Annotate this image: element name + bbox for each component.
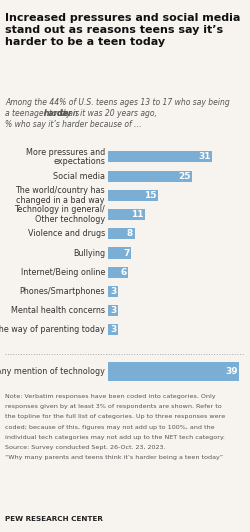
Text: 11: 11: [131, 210, 143, 219]
Text: than it was 20 years ago,: than it was 20 years ago,: [58, 109, 156, 118]
Text: Internet/Being online: Internet/Being online: [20, 268, 105, 277]
Text: 7: 7: [124, 248, 130, 257]
Bar: [108, 305, 118, 316]
Text: a teenager today is: a teenager today is: [5, 109, 82, 118]
Bar: [108, 247, 131, 259]
Text: harder: harder: [44, 109, 72, 118]
Text: 3: 3: [110, 306, 116, 315]
Text: “Why many parents and teens think it’s harder being a teen today”: “Why many parents and teens think it’s h…: [5, 455, 223, 460]
Text: Technology in general/
Other technology: Technology in general/ Other technology: [14, 205, 105, 224]
Bar: [108, 209, 144, 220]
Text: % who say it’s harder because of …: % who say it’s harder because of …: [5, 120, 141, 129]
Bar: [108, 267, 128, 278]
Bar: [108, 286, 118, 297]
Text: 39: 39: [225, 368, 238, 376]
Bar: [108, 362, 239, 381]
Text: Mental health concerns: Mental health concerns: [11, 306, 105, 315]
Text: 3: 3: [110, 287, 116, 296]
Text: The way of parenting today: The way of parenting today: [0, 326, 105, 335]
Text: the topline for the full list of categories. Up to three responses were: the topline for the full list of categor…: [5, 414, 225, 419]
Text: More pressures and
expectations: More pressures and expectations: [26, 147, 105, 166]
Text: 3: 3: [110, 326, 116, 335]
Text: Among the 44% of U.S. teens ages 13 to 17 who say being: Among the 44% of U.S. teens ages 13 to 1…: [5, 98, 230, 107]
Text: 31: 31: [198, 152, 211, 161]
Bar: [108, 171, 192, 181]
Text: Increased pressures and social media
stand out as reasons teens say it’s
harder : Increased pressures and social media sta…: [5, 13, 240, 47]
Text: 25: 25: [178, 172, 190, 180]
Text: individual tech categories may not add up to the NET tech category.: individual tech categories may not add u…: [5, 435, 225, 439]
Bar: [108, 190, 158, 201]
Bar: [108, 151, 212, 162]
Text: responses given by at least 3% of respondents are shown. Refer to: responses given by at least 3% of respon…: [5, 404, 222, 409]
Text: Social media: Social media: [53, 172, 105, 180]
Text: Violence and drugs: Violence and drugs: [28, 229, 105, 238]
Text: 6: 6: [120, 268, 126, 277]
Text: Note: Verbatim responses have been coded into categories. Only: Note: Verbatim responses have been coded…: [5, 394, 216, 399]
Text: Phones/Smartphones: Phones/Smartphones: [20, 287, 105, 296]
Text: Source: Survey conducted Sept. 26-Oct. 23, 2023.: Source: Survey conducted Sept. 26-Oct. 2…: [5, 445, 166, 450]
Text: The world/country has
changed in a bad way: The world/country has changed in a bad w…: [16, 186, 105, 205]
Text: Bullying: Bullying: [73, 248, 105, 257]
Bar: [108, 325, 118, 336]
Text: NET Any mention of technology: NET Any mention of technology: [0, 368, 105, 376]
Text: coded; because of this, figures may not add up to 100%, and the: coded; because of this, figures may not …: [5, 425, 214, 429]
Bar: [108, 228, 134, 239]
Text: 15: 15: [144, 191, 157, 200]
Text: PEW RESEARCH CENTER: PEW RESEARCH CENTER: [5, 517, 103, 522]
Text: 8: 8: [127, 229, 133, 238]
